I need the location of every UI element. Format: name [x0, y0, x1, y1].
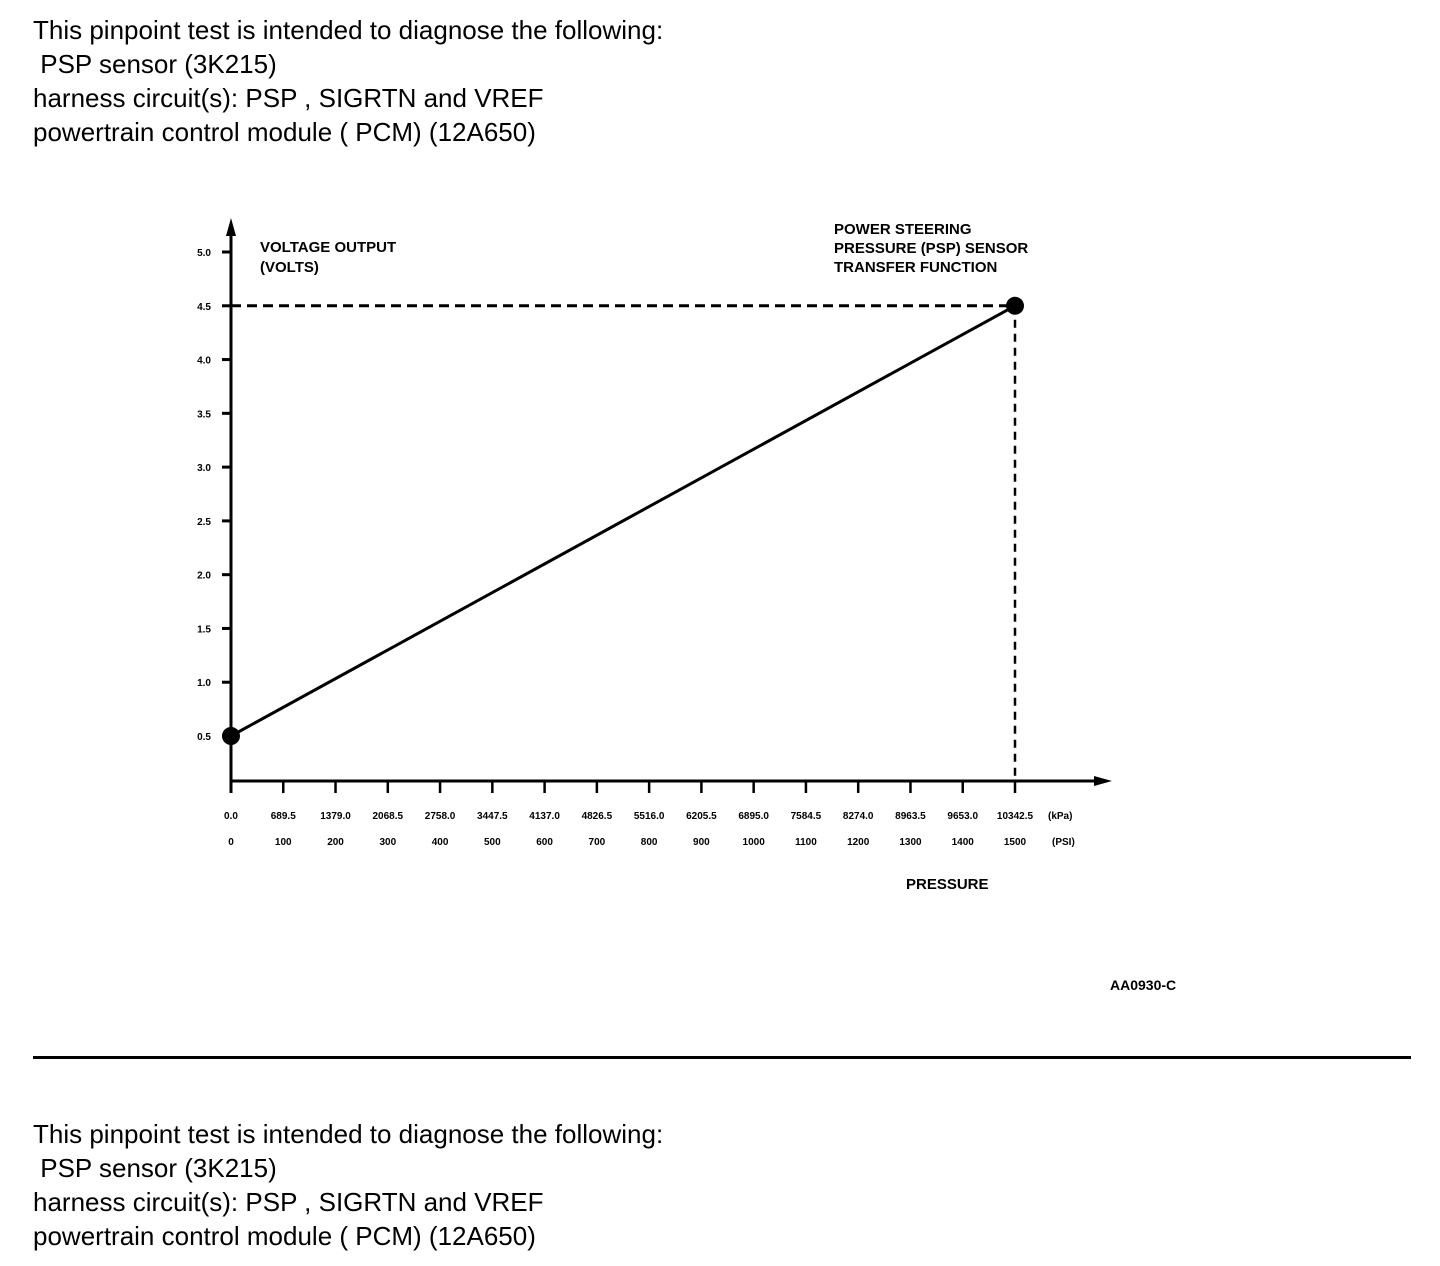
intro-line: This pinpoint test is intended to diagno…: [33, 15, 664, 45]
x-tick-label-psi: 400: [432, 837, 449, 848]
section-divider: [33, 1056, 1411, 1059]
intro-line: powertrain control module ( PCM) (12A650…: [33, 117, 536, 147]
y-tick-label: 4.0: [197, 356, 211, 367]
chart-title-3: TRANSFER FUNCTION: [834, 259, 997, 276]
x-tick-label-kpa: 8274.0: [843, 811, 874, 822]
x-tick-label-kpa: 689.5: [271, 811, 296, 822]
y-axis-arrow: [226, 218, 236, 236]
x-tick-label-kpa: 6205.5: [686, 811, 717, 822]
x-unit-kpa: (kPa): [1048, 811, 1072, 822]
y-axis-label-1: VOLTAGE OUTPUT: [260, 239, 396, 256]
x-tick-label-psi: 600: [536, 837, 553, 848]
x-tick-label-psi: 500: [484, 837, 501, 848]
x-tick-label-kpa: 1379.0: [320, 811, 351, 822]
y-tick-label: 2.5: [197, 517, 211, 528]
x-tick-label-kpa: 10342.5: [997, 811, 1034, 822]
x-tick-label-kpa: 6895.0: [738, 811, 769, 822]
x-tick-label-kpa: 7584.5: [791, 811, 822, 822]
intro-line: PSP sensor (3K215): [33, 1153, 277, 1183]
data-point: [1006, 296, 1024, 315]
y-tick-label: 1.5: [197, 624, 211, 635]
intro-text-top: This pinpoint test is intended to diagno…: [33, 13, 663, 149]
intro-text-bottom: This pinpoint test is intended to diagno…: [33, 1117, 663, 1253]
y-tick-label: 2.0: [197, 571, 211, 582]
x-tick-label-psi: 0: [228, 837, 234, 848]
x-tick-label-psi: 1100: [795, 837, 817, 848]
intro-line: harness circuit(s): PSP , SIGRTN and VRE…: [33, 83, 544, 113]
intro-line: This pinpoint test is intended to diagno…: [33, 1119, 664, 1149]
x-tick-label-psi: 1200: [847, 837, 870, 848]
y-tick-label: 4.5: [197, 302, 211, 313]
intro-line: harness circuit(s): PSP , SIGRTN and VRE…: [33, 1187, 544, 1217]
x-tick-label-kpa: 5516.0: [634, 811, 665, 822]
y-tick-label: 1.0: [197, 678, 211, 689]
y-tick-label: 0.5: [197, 732, 211, 743]
data-point: [222, 727, 240, 745]
x-tick-label-kpa: 2068.5: [373, 811, 404, 822]
y-axis-label-2: (VOLTS): [260, 259, 319, 276]
x-tick-label-kpa: 4137.0: [529, 811, 560, 822]
x-tick-label-psi: 700: [589, 837, 606, 848]
x-axis-arrow: [1094, 776, 1112, 786]
x-tick-label-kpa: 3447.5: [477, 811, 508, 822]
figure-id: AA0930-C: [1110, 977, 1176, 993]
y-tick-label: 3.5: [197, 409, 211, 420]
x-tick-label-kpa: 8963.5: [895, 811, 926, 822]
x-tick-label-kpa: 4826.5: [582, 811, 613, 822]
x-tick-label-kpa: 0.0: [224, 811, 238, 822]
x-tick-label-kpa: 9653.0: [947, 811, 978, 822]
x-tick-label-psi: 1000: [743, 837, 766, 848]
x-tick-label-psi: 800: [641, 837, 658, 848]
intro-line: powertrain control module ( PCM) (12A650…: [33, 1221, 536, 1251]
y-tick-label: 5.0: [197, 248, 211, 259]
x-tick-label-psi: 1300: [899, 837, 922, 848]
x-unit-psi: (PSI): [1052, 837, 1075, 848]
x-tick-label-psi: 100: [275, 837, 292, 848]
x-axis-label: PRESSURE: [906, 876, 989, 893]
intro-line: PSP sensor (3K215): [33, 49, 277, 79]
series-line: [230, 304, 1016, 738]
x-tick-label-psi: 900: [693, 837, 710, 848]
chart-title-2: PRESSURE (PSP) SENSOR: [834, 240, 1028, 257]
x-tick-label-psi: 1500: [1004, 837, 1027, 848]
x-tick-label-psi: 1400: [952, 837, 975, 848]
y-tick-label: 3.0: [197, 463, 211, 474]
x-tick-label-psi: 200: [327, 837, 344, 848]
x-tick-label-kpa: 2758.0: [425, 811, 456, 822]
x-tick-label-psi: 300: [379, 837, 396, 848]
chart-title-1: POWER STEERING: [834, 221, 972, 238]
